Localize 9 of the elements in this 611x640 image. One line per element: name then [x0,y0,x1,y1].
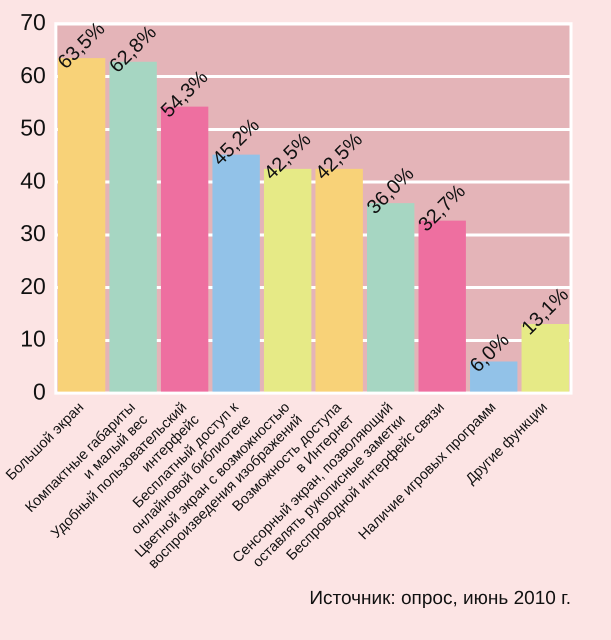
y-tick-label: 0 [33,378,46,404]
y-tick-label: 20 [20,272,46,299]
y-tick-label: 30 [20,220,46,246]
y-tick-label: 50 [20,114,46,141]
y-tick-label: 10 [20,326,46,352]
y-tick-label: 40 [20,167,46,194]
y-tick-label: 60 [20,62,46,88]
y-tick-label: 70 [20,9,46,36]
text: Источник: опрос, июнь 2010 г. [308,588,571,610]
